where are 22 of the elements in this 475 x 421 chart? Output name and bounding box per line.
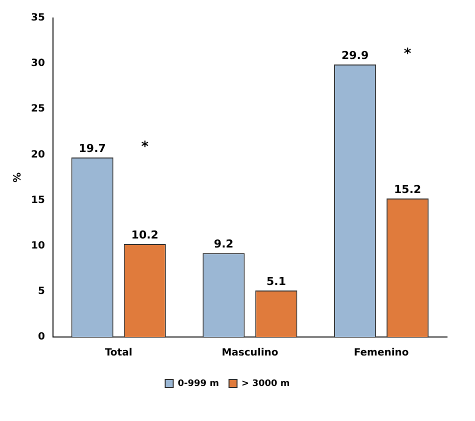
data-label: 15.2 (394, 182, 422, 196)
x-tick-label: Femenino (354, 348, 409, 359)
y-tick-label: 30 (30, 58, 45, 70)
y-tick-label: 10 (30, 240, 45, 252)
y-tick-label: 0 (38, 332, 45, 343)
legend-label: > 3000 m (242, 378, 290, 389)
data-label: 10.2 (131, 228, 158, 242)
y-tick-label: 15 (30, 194, 45, 206)
y-tick-label: 20 (30, 149, 45, 160)
data-label: 9.2 (214, 238, 234, 251)
x-tick-label: Total (104, 348, 132, 359)
y-tick-label: 35 (30, 12, 45, 24)
y-axis-title: % (12, 172, 24, 183)
data-label: 19.7 (78, 142, 106, 155)
y-tick-label: 5 (38, 286, 45, 298)
y-tick-label: 25 (30, 104, 45, 115)
x-tick-label: Masculino (222, 348, 278, 359)
legend-label: 0-999 m (178, 378, 220, 389)
annotation: * (141, 139, 150, 156)
data-label: 29.9 (341, 48, 369, 62)
data-label: 5.1 (266, 274, 286, 288)
annotation: * (404, 46, 412, 62)
